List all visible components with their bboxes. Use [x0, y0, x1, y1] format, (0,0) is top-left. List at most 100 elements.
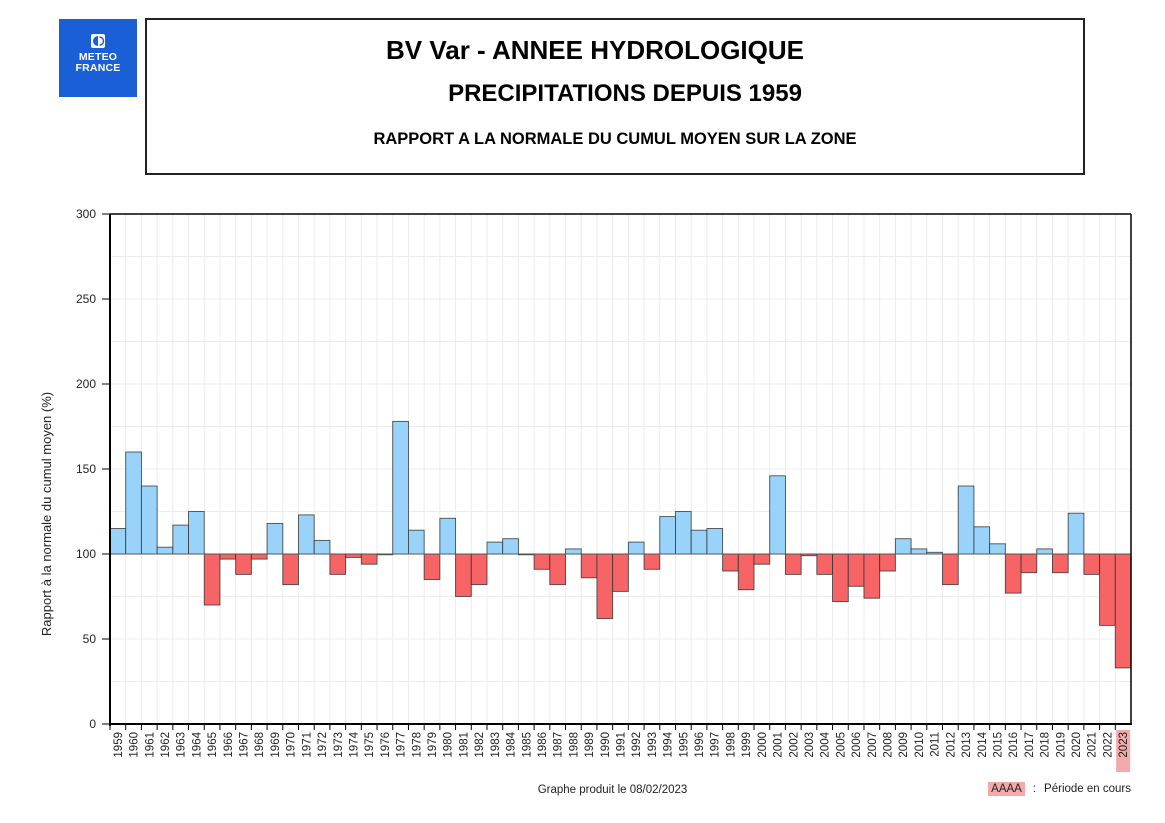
bar-2016	[1004, 553, 1022, 594]
x-tick-label: 1983	[490, 732, 502, 758]
bar-1981	[455, 553, 472, 597]
y-tick-label: 50	[83, 632, 97, 646]
bar-2022	[1099, 553, 1116, 626]
x-tick-label: 1996	[694, 732, 706, 758]
bar-2000	[753, 553, 771, 565]
bar-1999	[737, 553, 755, 591]
x-tick-label: 1968	[254, 732, 266, 758]
bar-1964	[188, 511, 205, 555]
bar-2006	[847, 553, 865, 587]
x-tick-label: 2010	[914, 732, 926, 758]
current-period-legend: AAAA: Période en cours	[988, 782, 1131, 796]
chart-title-line2: PRECIPITATIONS DEPUIS 1959	[448, 80, 802, 107]
bar-1967	[235, 553, 252, 575]
x-tick-label: 1989	[584, 732, 596, 758]
x-tick-label: 1999	[741, 732, 753, 758]
x-tick-label: 2006	[851, 732, 863, 758]
x-tick-label: 1987	[553, 732, 565, 758]
x-tick-label: 1959	[113, 732, 125, 758]
chart-title-line1: BV Var - ANNEE HYDROLOGIQUE	[386, 35, 804, 65]
y-tick-label: 250	[76, 292, 96, 306]
bar-1971	[298, 514, 315, 555]
bar-1969	[266, 522, 284, 555]
bar-1987	[549, 553, 566, 586]
x-tick-label: 2016	[1008, 732, 1020, 758]
y-tick-label: 0	[89, 717, 96, 731]
x-tick-label: 1984	[506, 731, 518, 757]
x-tick-label: 1997	[710, 732, 722, 758]
x-tick-label: 1970	[286, 732, 298, 758]
bar-2008	[879, 553, 896, 572]
bar-1968	[250, 553, 268, 560]
x-tick-label: 1975	[364, 732, 376, 758]
x-tick-label: 1986	[537, 732, 549, 758]
x-tick-label: 2001	[773, 732, 785, 758]
bar-2023	[1114, 553, 1132, 669]
bar-2021	[1083, 553, 1101, 575]
bar-1961	[140, 485, 158, 555]
bar-2007	[863, 553, 881, 599]
x-tick-label: 1985	[521, 732, 533, 758]
x-tick-label: 1977	[396, 732, 408, 758]
bar-2017	[1020, 553, 1038, 574]
bar-2013	[957, 485, 975, 555]
x-tick-label: 2023	[1118, 732, 1130, 758]
bar-2002	[784, 553, 802, 575]
logo-line2: FRANCE	[75, 62, 121, 74]
x-tick-label: 2017	[1024, 732, 1036, 758]
bar-1989	[580, 553, 598, 579]
y-tick-label: 100	[76, 547, 96, 561]
x-tick-label: 1967	[239, 732, 251, 758]
bar-2005	[832, 553, 849, 603]
bar-2020	[1067, 512, 1085, 555]
bar-1984	[502, 538, 519, 555]
bar-1980	[439, 517, 457, 555]
chart-subtitle: RAPPORT A LA NORMALE DU CUMUL MOYEN SUR …	[373, 130, 857, 148]
bar-2012	[942, 553, 959, 586]
x-tick-label: 2000	[757, 732, 769, 758]
meteo-france-emblem-icon	[91, 34, 105, 48]
x-tick-label: 2022	[1102, 732, 1114, 758]
x-tick-label: 1965	[207, 732, 219, 758]
x-tick-label: 1973	[333, 732, 345, 758]
bar-1986	[533, 553, 551, 570]
bar-1982	[470, 553, 488, 586]
bar-2015	[989, 543, 1006, 555]
bar-1993	[643, 553, 661, 570]
x-tick-label: 1988	[568, 732, 580, 758]
x-tick-label: 1969	[270, 732, 282, 758]
x-tick-label: 2021	[1087, 732, 1099, 758]
x-tick-label: 2011	[930, 732, 942, 757]
bar-1966	[219, 553, 237, 560]
x-tick-label: 2008	[883, 732, 895, 758]
bar-1991	[612, 553, 629, 592]
bar-1979	[423, 553, 441, 580]
bar-1965	[203, 553, 221, 606]
x-tick-label: 2018	[1040, 732, 1052, 758]
x-tick-label: 2012	[945, 732, 957, 758]
x-tick-label: 2015	[992, 732, 1004, 758]
bar-1974	[345, 553, 362, 558]
legend-separator: :	[1032, 783, 1037, 795]
x-tick-label: 2009	[898, 732, 910, 758]
bar-2019	[1052, 553, 1069, 574]
bar-1997	[706, 528, 724, 555]
x-tick-label: 2003	[804, 732, 816, 758]
x-tick-label: 1960	[129, 732, 141, 758]
x-tick-label: 1992	[631, 732, 643, 758]
y-tick-label: 200	[76, 377, 96, 391]
bar-2001	[769, 475, 786, 555]
x-tick-label: 1974	[348, 731, 360, 757]
x-tick-label: 1976	[380, 732, 392, 758]
x-tick-label: 1995	[678, 732, 690, 758]
x-tick-label: 2004	[820, 731, 832, 757]
bar-1994	[659, 516, 676, 555]
legend-text: Période en cours	[1044, 783, 1131, 795]
x-tick-label: 1982	[474, 732, 486, 758]
x-tick-label: 2002	[788, 732, 800, 758]
bar-1978	[407, 529, 425, 555]
bar-1988	[565, 548, 582, 555]
bar-1990	[596, 553, 614, 620]
x-tick-label: 1963	[176, 732, 188, 758]
